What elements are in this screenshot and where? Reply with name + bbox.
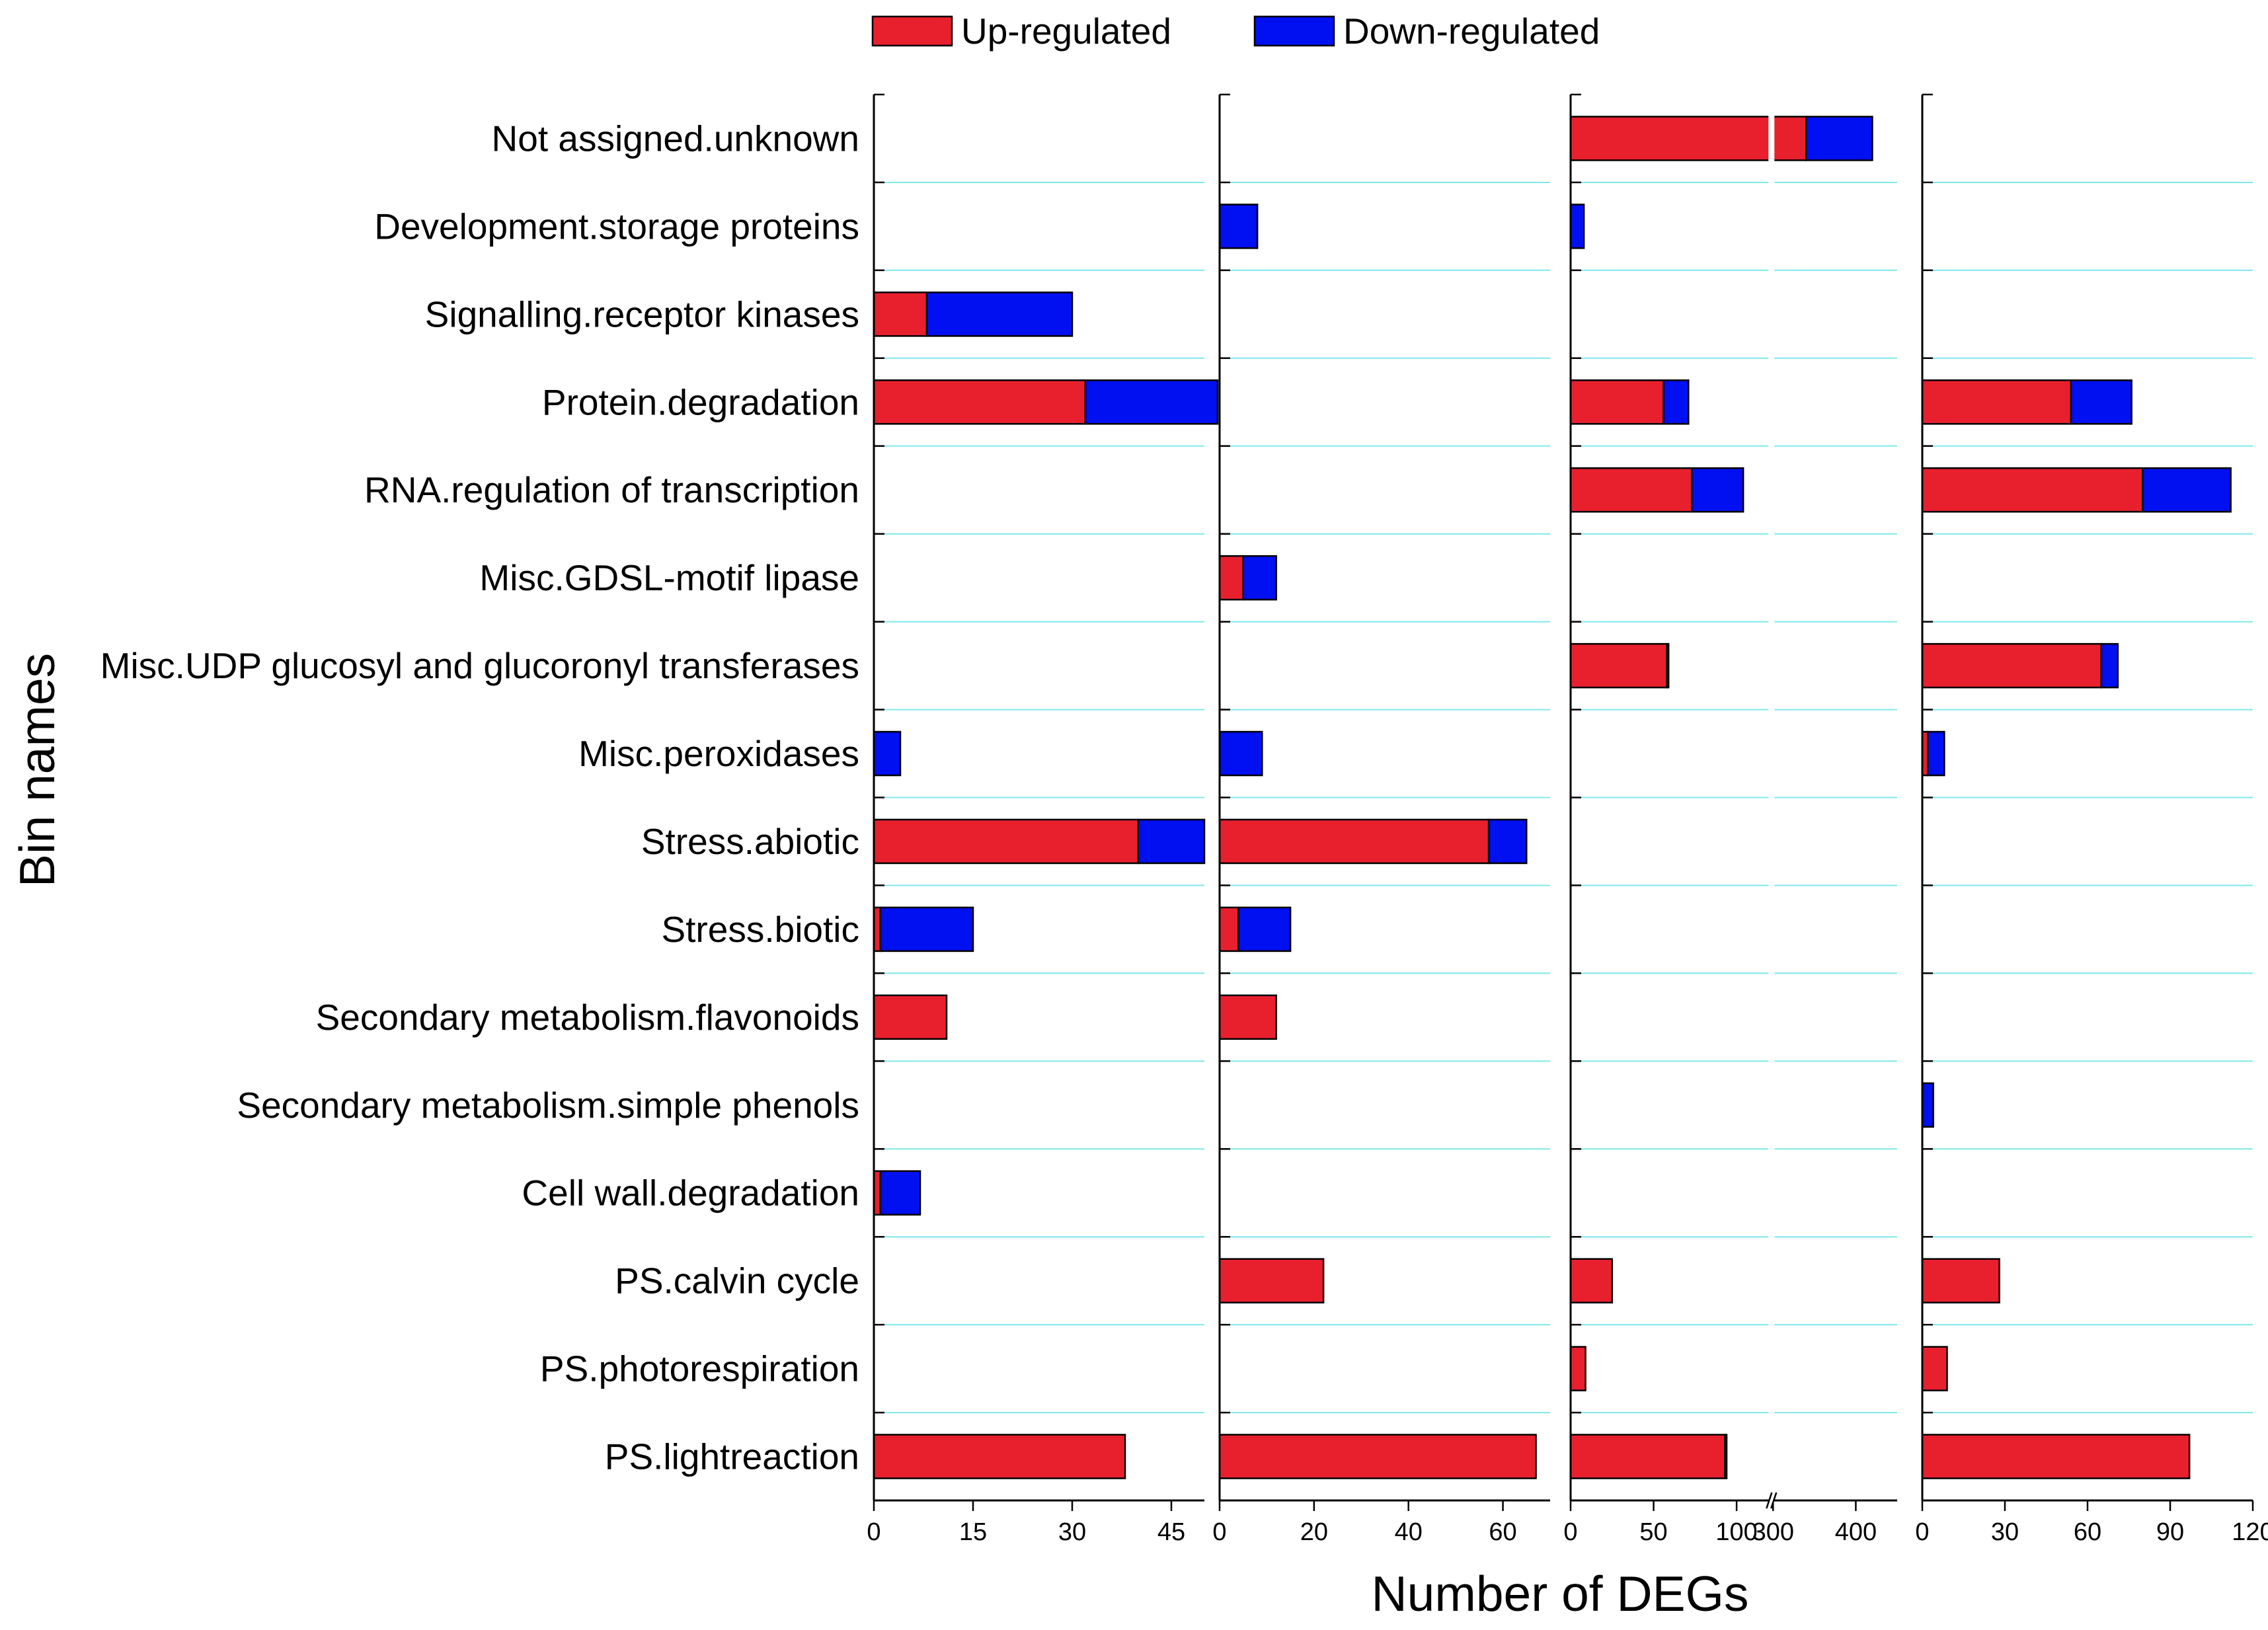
x-tick-label: 120 [2232, 1518, 2268, 1546]
bin-label: Stress.abiotic [641, 821, 859, 862]
down-regulated-bar [1662, 379, 1690, 425]
down-regulated-bar [1487, 818, 1528, 865]
up-regulated-bar [1921, 1258, 2000, 1303]
down-regulated-bar [1805, 116, 1873, 161]
x-tick-label: 0 [867, 1518, 880, 1546]
up-regulated-bar [873, 994, 948, 1040]
x-tick-label: 15 [959, 1518, 987, 1546]
up-regulated-bar [1218, 1258, 1325, 1303]
up-regulated-bar [1569, 379, 1664, 425]
x-tick-label: 60 [2074, 1518, 2101, 1546]
down-regulated-bar [1237, 906, 1292, 952]
bin-label: PS.calvin cycle [615, 1261, 859, 1301]
bin-label: RNA.regulation of transcription [364, 469, 859, 510]
up-regulated-bar [1569, 642, 1668, 689]
x-tick-label: 0 [1915, 1518, 1929, 1546]
up-regulated-bar [1569, 1434, 1726, 1479]
legend-swatch-up [871, 15, 953, 47]
x-tick-label: 90 [2156, 1518, 2184, 1546]
bin-label: Not assigned.unknown [492, 118, 859, 159]
down-regulated-bar [925, 291, 1074, 337]
gridlines [874, 181, 2253, 1414]
down-regulated-bar [1137, 818, 1206, 865]
x-tick-label: 40 [1395, 1518, 1423, 1546]
down-regulated-bar [879, 1170, 921, 1216]
legend-label: Up-regulated [961, 11, 1171, 52]
x-axis-title: Number of DEGs [1372, 1566, 1749, 1621]
axis-break-gap [1768, 92, 1775, 1503]
down-regulated-bar [2142, 467, 2232, 513]
up-regulated-bar [1921, 1346, 1948, 1391]
down-regulated-bar [873, 730, 902, 777]
up-regulated-bar [1569, 1258, 1614, 1303]
down-regulated-bar [1084, 379, 1219, 425]
bin-label: Development.storage proteins [374, 206, 859, 247]
bin-label: Secondary metabolism.simple phenols [237, 1085, 859, 1126]
down-regulated-bar [1666, 642, 1670, 689]
down-regulated-bar [1569, 204, 1585, 249]
up-regulated-bar [1921, 379, 2072, 425]
up-regulated-bar [873, 818, 1140, 865]
up-regulated-bar [1218, 818, 1490, 865]
y-axis-title: Bin names [9, 653, 65, 887]
bin-label: Secondary metabolism.flavonoids [316, 997, 859, 1038]
up-regulated-bar [873, 291, 928, 337]
x-tick-label: 30 [1991, 1518, 2019, 1546]
bin-label: PS.lightreaction [605, 1436, 859, 1477]
x-tick-label: 400 [1835, 1518, 1877, 1546]
up-regulated-bar [1921, 642, 2103, 689]
x-tick-label: 300 [1752, 1518, 1794, 1546]
down-regulated-bar [1724, 1434, 1728, 1479]
bin-labels: Not assigned.unknown Development.storage … [100, 118, 859, 1477]
up-regulated-bar [1569, 467, 1693, 513]
x-tick-label: 100 [1715, 1518, 1757, 1546]
axis-break-mark [1770, 1492, 1778, 1509]
x-tick-label: 45 [1157, 1518, 1185, 1546]
up-regulated-bar [1218, 1434, 1537, 1479]
up-regulated-bar [873, 1434, 1126, 1479]
x-tick-label: 30 [1058, 1518, 1086, 1546]
x-tick-label: 50 [1639, 1518, 1667, 1546]
bin-label: Signalling.receptor kinases [425, 293, 859, 334]
x-tick-label: 0 [1212, 1518, 1226, 1546]
x-tick-label: 20 [1300, 1518, 1328, 1546]
up-regulated-bar [1218, 555, 1244, 601]
bin-label: Stress.biotic [661, 909, 859, 950]
down-regulated-bar [1927, 730, 1945, 777]
bin-label: Cell wall.degradation [522, 1173, 859, 1214]
legend-swatch-down [1253, 15, 1335, 47]
legend-label: Down-regulated [1343, 11, 1600, 52]
down-regulated-bar [879, 906, 974, 952]
down-regulated-bar [2100, 642, 2119, 689]
bin-label: Misc.peroxidases [578, 733, 859, 774]
legend: Up-regulated Down-regulated [871, 11, 1600, 52]
up-regulated-bar [1569, 116, 1807, 161]
axis-break-mark [1766, 1492, 1773, 1509]
up-regulated-bar [1569, 1346, 1586, 1391]
up-regulated-bar [1921, 467, 2144, 513]
up-regulated-bar [1921, 1434, 2191, 1479]
down-regulated-bar [1242, 555, 1277, 601]
bin-label: Misc.UDP glucosyl and glucoronyl transfe… [100, 645, 859, 686]
bin-label: Misc.GDSL-motif lipase [479, 557, 859, 598]
up-regulated-bar [873, 379, 1087, 425]
x-tick-label: 0 [1563, 1518, 1577, 1546]
down-regulated-bar [2070, 379, 2132, 425]
bars [873, 116, 2232, 1479]
up-regulated-bar [1218, 906, 1239, 952]
x-tick-label: 60 [1489, 1518, 1516, 1546]
down-regulated-bar [1691, 467, 1744, 513]
down-regulated-bar [1218, 730, 1263, 777]
bin-label: Protein.degradation [542, 381, 859, 422]
down-regulated-bar [1921, 1082, 1934, 1128]
up-regulated-bar [1218, 994, 1277, 1040]
bin-label: PS.photorespiration [540, 1348, 859, 1389]
down-regulated-bar [1218, 204, 1259, 249]
